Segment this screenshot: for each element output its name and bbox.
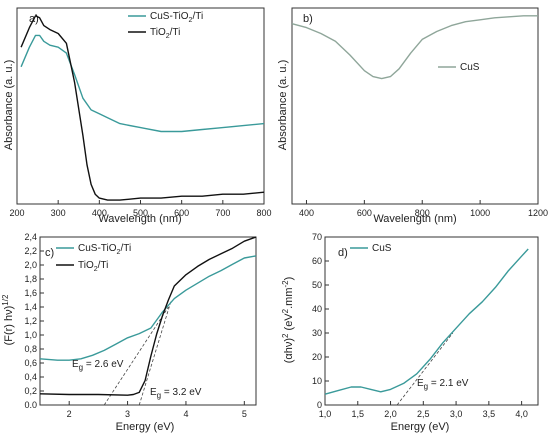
x-tick-label: 4 [183,409,188,419]
tangent-fit-line [103,306,169,406]
plot-frame [16,7,265,205]
x-tick-label: 1,5 [352,409,365,419]
y-tick-label: 10 [312,376,322,386]
y-tick-label: 0,2 [24,386,37,396]
series-line [324,248,529,395]
series-line [39,255,257,361]
x-tick-label: 1200 [528,208,548,218]
y-tick-label: 60 [312,256,322,266]
legend-label: TiO2/Ti [150,27,180,40]
panel-a: a) Wavelength (nm) Absorbance (a. u.) 20… [3,7,272,225]
y-tick-label: 0,4 [24,372,37,382]
x-axis-label: Energy (eV) [116,421,175,433]
y-tick-label: 0.0 [24,400,37,410]
y-axis-label: Absorbance (a. u.) [3,60,15,151]
tangent-fit-line [138,299,172,406]
y-tick-label: 2,2 [24,246,37,256]
x-tick-label: 3,5 [483,409,496,419]
plot-frame [324,236,539,406]
bandgap-annotation: Eg = 3.2 eV [150,387,202,400]
x-tick-label: 800 [256,208,271,218]
y-tick-label: 20 [312,352,322,362]
panel-label: d) [338,247,348,259]
y-tick-label: 1,0 [24,330,37,340]
y-tick-label: 0,6 [24,358,37,368]
x-axis-label: Energy (eV) [391,421,450,433]
x-tick-label: 2,0 [384,409,397,419]
panel-label: c) [45,247,54,259]
legend-label: CuS-TiO2/Ti [78,243,131,256]
x-tick-label: 1,0 [319,409,332,419]
legend-label: CuS [460,62,480,73]
y-tick-label: 70 [312,232,322,242]
series-line [291,15,538,80]
series-line [20,15,265,201]
x-tick-label: 300 [51,208,66,218]
y-tick-label: 1,8 [24,274,37,284]
legend-label: CuS-TiO2/Ti [150,11,203,24]
y-tick-label: 1,6 [24,288,37,298]
tangent-fit-line [396,332,454,406]
series-line [39,236,257,396]
x-tick-label: 600 [174,208,189,218]
y-tick-label: 0,8 [24,344,37,354]
x-tick-label: 2,5 [417,409,430,419]
panel-c: c) Energy (eV) (F(r) hν)1/2 2 3 4 5 0.0 0,2 0,… [1,232,257,433]
x-tick-label: 200 [9,208,24,218]
panel-label: b) [303,13,313,25]
y-axis-label: Absorbance (a. u.) [277,60,289,151]
y-axis-label: (F(r) hν)1/2 [1,294,15,345]
bandgap-annotation: Eg = 2.6 eV [72,359,124,372]
plot-frame [39,236,257,406]
panel-b: b) Wavelength (nm) Absorbance (a. u.) 40… [277,7,548,225]
series-line [20,34,265,133]
y-tick-label: 0 [317,400,322,410]
y-tick-label: 40 [312,304,322,314]
x-tick-label: 2 [67,409,72,419]
legend-label: TiO2/Ti [78,260,108,273]
x-tick-label: 800 [415,208,430,218]
plot-frame [291,7,539,205]
x-tick-label: 3 [125,409,130,419]
y-tick-label: 1,4 [24,302,37,312]
y-tick-label: 2,4 [24,232,37,242]
panel-d: d) Energy (eV) (αhν)2 (eV2.mm-2) 1,0 1,5 2… [281,232,539,433]
x-axis-label: Wavelength (nm) [98,213,181,225]
y-tick-label: 1,2 [24,316,37,326]
x-tick-label: 1000 [470,208,490,218]
y-tick-label: 2,0 [24,260,37,270]
x-tick-label: 700 [215,208,230,218]
bandgap-annotation: Eg = 2.1 eV [417,378,469,391]
x-tick-label: 3,0 [450,409,463,419]
x-tick-label: 400 [299,208,314,218]
x-tick-label: 400 [92,208,107,218]
y-tick-label: 30 [312,328,322,338]
x-tick-label: 5 [242,409,247,419]
x-tick-label: 500 [133,208,148,218]
x-tick-label: 4,0 [515,409,528,419]
x-axis-label: Wavelength (nm) [373,213,456,225]
y-axis-label: (αhν)2 (eV2.mm-2) [281,277,295,364]
legend-label: CuS [372,243,392,254]
x-tick-label: 600 [357,208,372,218]
y-tick-label: 50 [312,280,322,290]
